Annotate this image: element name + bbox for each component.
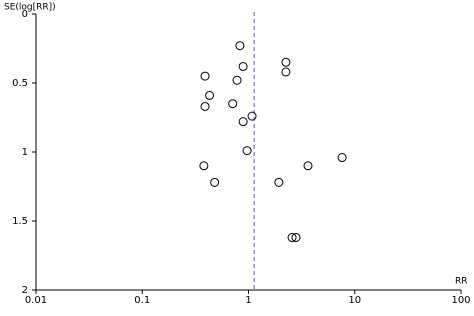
x-tick-label: 1 (245, 295, 251, 306)
point (337, 153, 347, 163)
point (238, 61, 248, 71)
point (235, 41, 245, 51)
y-tick-label: 0 (22, 9, 28, 20)
y-tick-label: 0.5 (12, 78, 28, 89)
point (303, 161, 313, 171)
point (228, 99, 238, 109)
point (287, 233, 297, 243)
point (200, 71, 210, 81)
point (210, 177, 220, 187)
point (247, 111, 257, 121)
x-tick-label: 100 (451, 295, 470, 306)
point (205, 90, 215, 100)
point (238, 117, 248, 127)
point (199, 161, 209, 171)
y-tick-label: 1 (22, 147, 28, 158)
point (281, 57, 291, 67)
point (200, 101, 210, 111)
y-tick-label: 1.5 (12, 216, 28, 227)
y-axis-label: SE(log[RR]) (4, 3, 56, 13)
point (232, 75, 242, 85)
point (281, 67, 291, 77)
x-tick-label: 0.1 (134, 295, 150, 306)
point (274, 177, 284, 187)
point (291, 233, 301, 243)
x-tick-label: 0.01 (25, 295, 47, 306)
x-axis-label: RR (455, 277, 468, 287)
x-tick-label: 10 (348, 295, 361, 306)
point (242, 146, 252, 156)
y-tick-label: 2 (22, 285, 28, 296)
